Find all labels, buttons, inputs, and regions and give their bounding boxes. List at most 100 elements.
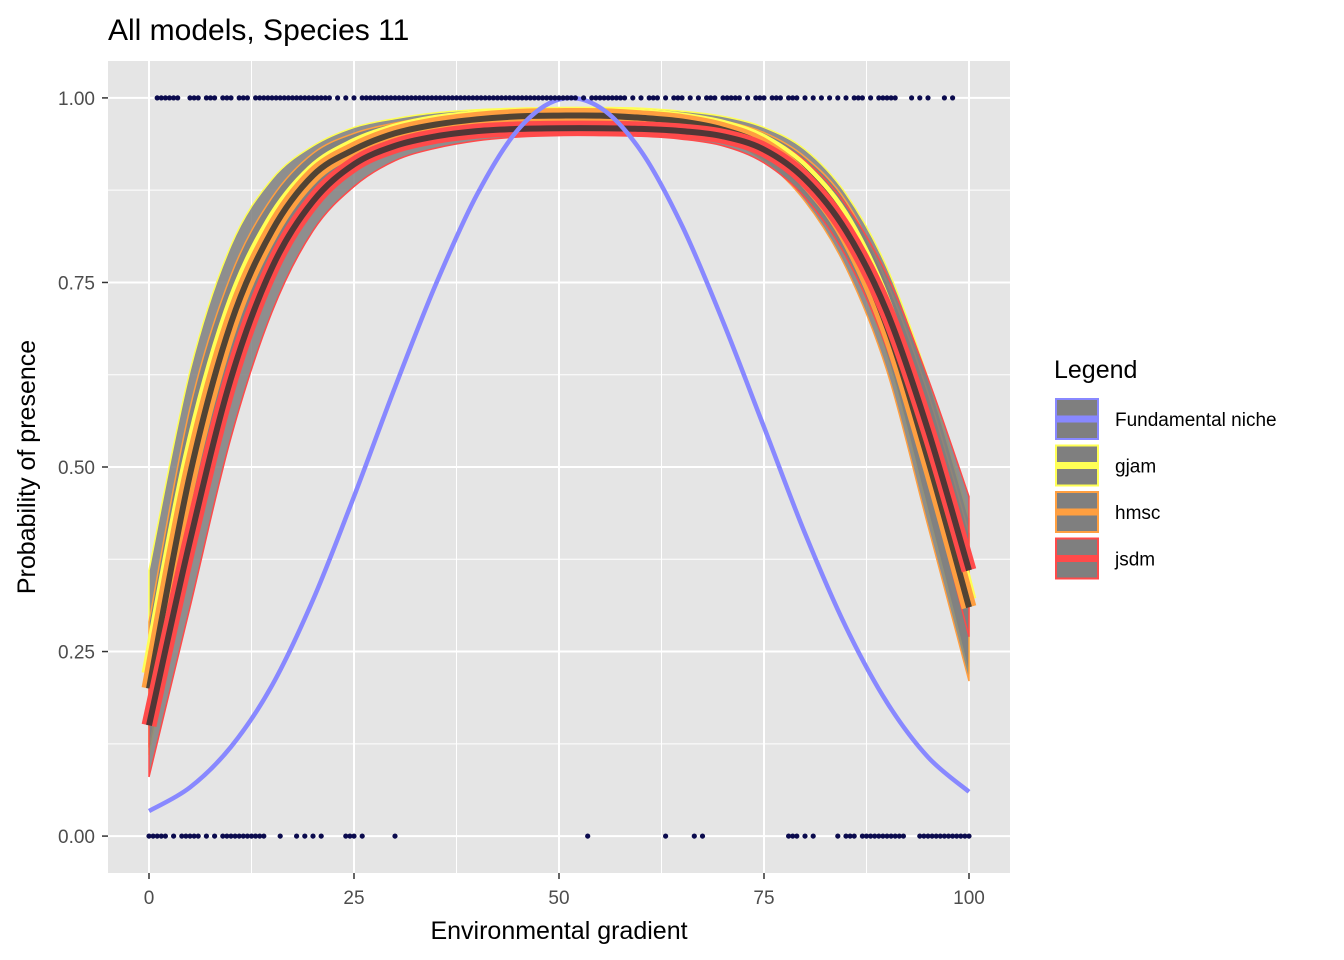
x-tick-label: 50	[548, 888, 569, 909]
presence-point	[433, 95, 439, 101]
presence-point	[412, 95, 419, 101]
chart-title: All models, Species 11	[108, 14, 409, 47]
presence-point	[314, 95, 320, 101]
presence-point	[490, 95, 496, 101]
presence-point	[544, 95, 550, 101]
presence-point	[552, 95, 558, 101]
absence-point	[347, 833, 353, 839]
presence-point	[158, 95, 164, 101]
y-tick-label: 0.00	[58, 827, 95, 848]
absence-point	[962, 833, 968, 839]
presence-point	[527, 95, 533, 101]
presence-point	[429, 95, 435, 101]
presence-point	[917, 95, 923, 101]
presence-point	[228, 95, 234, 101]
absence-point	[786, 833, 792, 839]
presence-point	[950, 95, 956, 101]
absence-point	[232, 833, 238, 839]
presence-point	[154, 95, 160, 101]
absence-point	[220, 833, 226, 839]
presence-point	[425, 95, 431, 101]
presence-point	[462, 95, 468, 101]
presence-point	[302, 95, 308, 101]
absence-point	[171, 833, 177, 839]
presence-point	[769, 95, 775, 101]
presence-point	[695, 95, 702, 101]
presence-point	[253, 95, 259, 101]
absence-point	[261, 833, 267, 839]
presence-point	[171, 95, 177, 101]
legend: Legend Fundamental niche gjam hmsc jsdm	[1054, 356, 1277, 580]
presence-point	[777, 95, 784, 101]
absence-point	[359, 833, 365, 839]
presence-point	[663, 95, 669, 101]
absence-point	[224, 833, 230, 839]
presence-point	[162, 95, 168, 101]
presence-point	[277, 95, 283, 101]
absence-point	[941, 833, 948, 839]
absence-point	[966, 833, 972, 839]
presence-point	[597, 95, 603, 101]
presence-point	[203, 95, 209, 101]
presence-point	[236, 95, 242, 101]
presence-point	[802, 95, 808, 101]
presence-point	[540, 95, 546, 101]
absence-point	[950, 833, 956, 839]
absence-point	[929, 833, 935, 839]
y-tick-label: 0.50	[58, 458, 95, 479]
presence-point	[794, 95, 800, 101]
absence-point	[958, 833, 964, 839]
x-axis-title: Environmental gradient	[430, 917, 687, 945]
absence-point	[872, 833, 878, 839]
presence-point	[261, 95, 267, 101]
presence-point	[417, 95, 423, 101]
presence-point	[388, 95, 394, 101]
absence-point	[212, 833, 218, 839]
presence-point	[609, 95, 615, 101]
absence-point	[318, 833, 324, 839]
presence-point	[613, 95, 620, 101]
presence-point	[630, 95, 636, 101]
presence-point	[646, 95, 652, 101]
presence-point	[400, 95, 406, 101]
absence-point	[150, 833, 156, 839]
presence-point	[351, 95, 357, 101]
presence-point	[745, 95, 751, 101]
absence-point	[933, 833, 939, 839]
presence-point	[363, 95, 369, 101]
x-tick-label: 75	[753, 888, 774, 909]
grid-lines	[108, 61, 1010, 873]
presence-point	[859, 95, 866, 101]
presence-point	[732, 95, 738, 101]
presence-point	[240, 95, 246, 101]
absence-point	[203, 833, 209, 839]
presence-point	[478, 95, 484, 101]
absence-point	[802, 833, 808, 839]
presence-point	[535, 95, 542, 101]
presence-point	[380, 95, 386, 101]
presence-point	[753, 95, 759, 101]
presence-point	[359, 95, 365, 101]
absence-point	[195, 833, 201, 839]
absence-point	[277, 833, 283, 839]
plot-panel	[108, 61, 1010, 873]
presence-point	[564, 95, 570, 101]
presence-point	[724, 95, 730, 101]
presence-point	[720, 95, 726, 101]
presence-point	[909, 95, 915, 101]
presence-point	[494, 95, 501, 101]
presence-point	[593, 95, 599, 101]
presence-point	[458, 95, 464, 101]
presence-point	[728, 95, 734, 101]
absence-point	[847, 833, 853, 839]
presence-point	[281, 95, 287, 101]
presence-point	[273, 95, 279, 101]
legend-item-gjam: gjam	[1055, 444, 1156, 487]
absence-point	[900, 833, 907, 839]
presence-point	[675, 95, 681, 101]
presence-point	[868, 95, 874, 101]
absence-point	[884, 833, 890, 839]
absence-point	[294, 833, 300, 839]
absence-point	[146, 833, 152, 839]
presence-point	[605, 95, 611, 101]
